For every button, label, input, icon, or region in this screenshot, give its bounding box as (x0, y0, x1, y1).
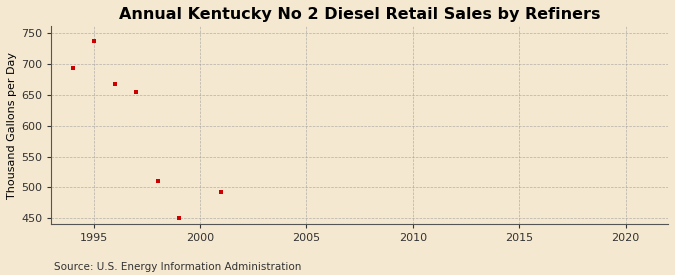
Point (88, 39, 99, 43)
Point (152, 179, 163, 183)
Title: Annual Kentucky No 2 Diesel Retail Sales by Refiners: Annual Kentucky No 2 Diesel Retail Sales… (119, 7, 600, 22)
Text: Source: U.S. Energy Information Administration: Source: U.S. Energy Information Administ… (54, 262, 301, 272)
Point (131, 90, 142, 94)
Y-axis label: Thousand Gallons per Day: Thousand Gallons per Day (7, 52, 17, 199)
Point (216, 189, 227, 194)
Point (173, 215, 184, 220)
Point (67, 66, 78, 71)
Point (109, 82, 120, 87)
